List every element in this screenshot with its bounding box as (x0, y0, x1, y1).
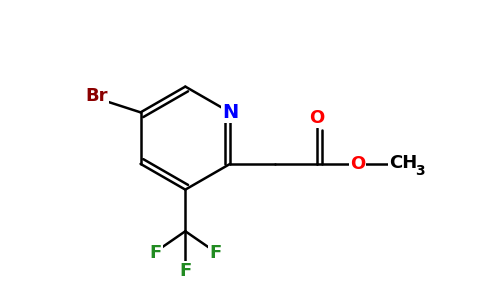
Text: O: O (309, 109, 324, 127)
Text: N: N (222, 103, 238, 122)
Text: F: F (209, 244, 221, 262)
Text: F: F (150, 244, 162, 262)
Text: CH: CH (389, 154, 417, 172)
Text: Br: Br (86, 86, 108, 104)
Text: O: O (350, 155, 365, 173)
Text: F: F (179, 262, 192, 280)
Text: 3: 3 (415, 164, 425, 178)
